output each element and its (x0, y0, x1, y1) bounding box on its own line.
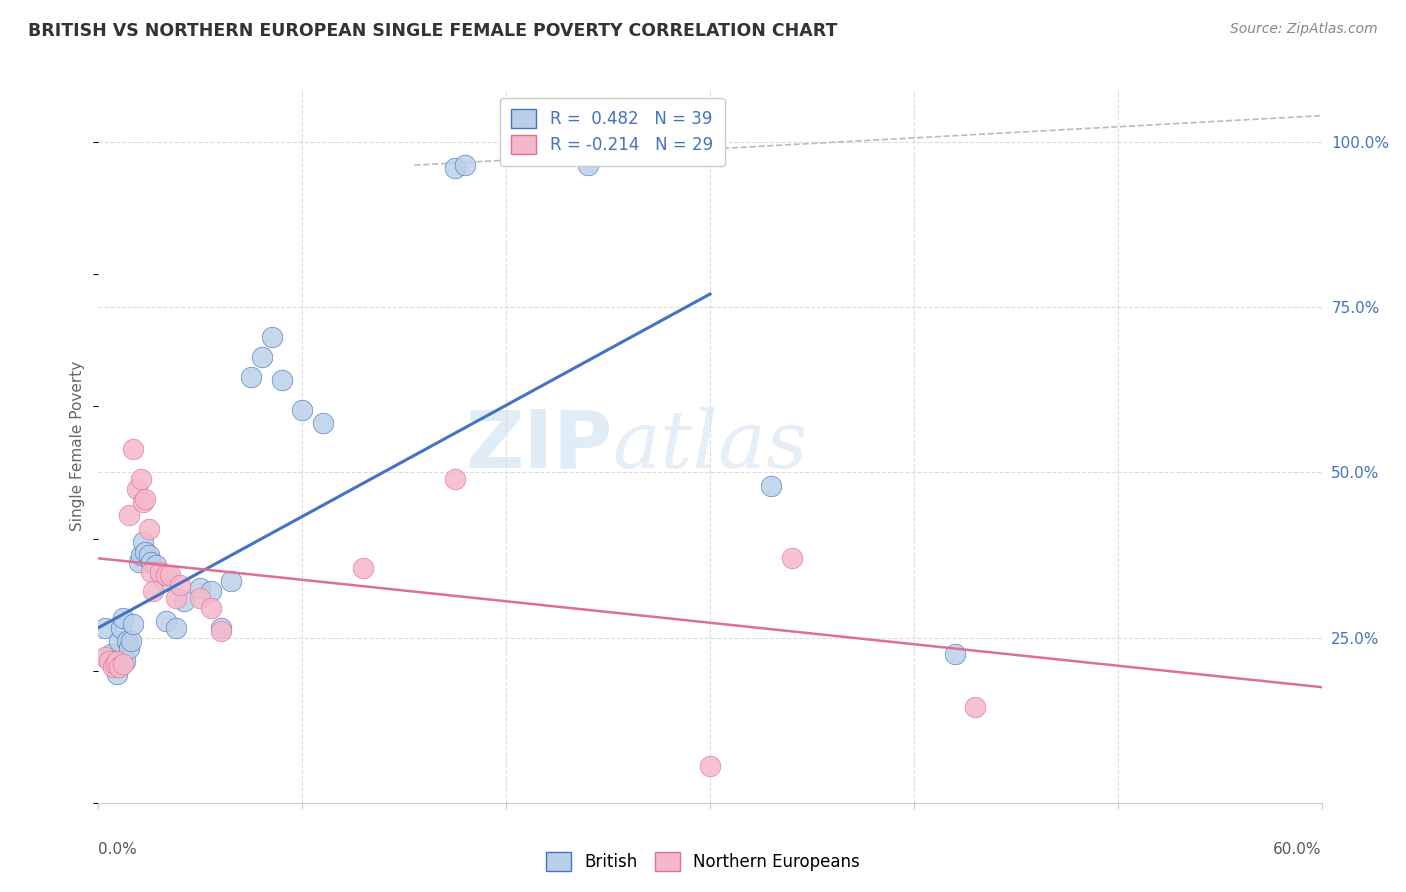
Point (352, 561, 374, 575)
Point (141, 565, 163, 579)
Point (943, 647, 966, 661)
Point (240, 369, 263, 384)
Point (165, 621, 187, 635)
Point (132, 495, 155, 509)
Point (118, 640, 141, 655)
Point (105, 654, 128, 668)
Point (129, 472, 152, 486)
Point (444, 161, 467, 176)
Point (761, 478, 783, 492)
Point (312, 416, 335, 430)
Point (209, 624, 232, 638)
Point (115, 634, 138, 648)
Point (122, 442, 145, 457)
Point (110, 621, 132, 635)
Point (780, 551, 803, 566)
Point (114, 654, 136, 668)
Point (219, 574, 242, 589)
Point (93, 650, 115, 665)
Point (209, 621, 232, 635)
Text: ZIP: ZIP (465, 407, 612, 485)
Point (454, 158, 477, 172)
Legend: British, Northern Europeans: British, Northern Europeans (538, 843, 868, 880)
Text: Source: ZipAtlas.com: Source: ZipAtlas.com (1230, 22, 1378, 37)
Point (270, 373, 294, 387)
Point (134, 545, 156, 559)
Point (118, 508, 141, 523)
Point (149, 567, 172, 582)
Point (188, 591, 212, 605)
Point (444, 472, 467, 486)
Point (111, 611, 134, 625)
Point (104, 657, 127, 671)
Point (104, 654, 127, 668)
Point (200, 584, 222, 599)
Point (965, 700, 987, 714)
Point (291, 402, 314, 417)
Point (108, 634, 131, 648)
Point (576, 158, 599, 172)
Legend: R =  0.482   N = 39, R = -0.214   N = 29: R = 0.482 N = 39, R = -0.214 N = 29 (499, 97, 724, 166)
Point (138, 522, 160, 536)
Point (101, 660, 124, 674)
Point (165, 591, 187, 605)
Point (200, 600, 222, 615)
Point (260, 330, 283, 344)
Point (120, 634, 142, 648)
Y-axis label: Single Female Poverty: Single Female Poverty (70, 361, 86, 531)
Point (149, 565, 172, 579)
Point (142, 584, 165, 599)
Point (152, 574, 174, 589)
Point (132, 534, 155, 549)
Point (145, 558, 167, 572)
Point (105, 667, 128, 681)
Point (155, 614, 177, 628)
Point (128, 555, 150, 569)
Point (97, 654, 120, 668)
Text: atlas: atlas (612, 408, 807, 484)
Point (93, 621, 115, 635)
Point (108, 660, 131, 674)
Point (155, 567, 177, 582)
Point (141, 555, 163, 569)
Text: 0.0%: 0.0% (98, 842, 138, 857)
Point (699, 759, 721, 773)
Point (188, 581, 212, 595)
Text: 60.0%: 60.0% (1274, 842, 1322, 857)
Point (127, 482, 149, 496)
Point (100, 647, 122, 661)
Point (169, 578, 191, 592)
Text: BRITISH VS NORTHERN EUROPEAN SINGLE FEMALE POVERTY CORRELATION CHART: BRITISH VS NORTHERN EUROPEAN SINGLE FEMA… (28, 22, 838, 40)
Point (159, 567, 181, 582)
Point (122, 617, 145, 632)
Point (250, 350, 273, 364)
Point (173, 594, 195, 608)
Point (111, 657, 134, 671)
Point (129, 548, 152, 562)
Point (134, 491, 156, 506)
Point (138, 548, 160, 562)
